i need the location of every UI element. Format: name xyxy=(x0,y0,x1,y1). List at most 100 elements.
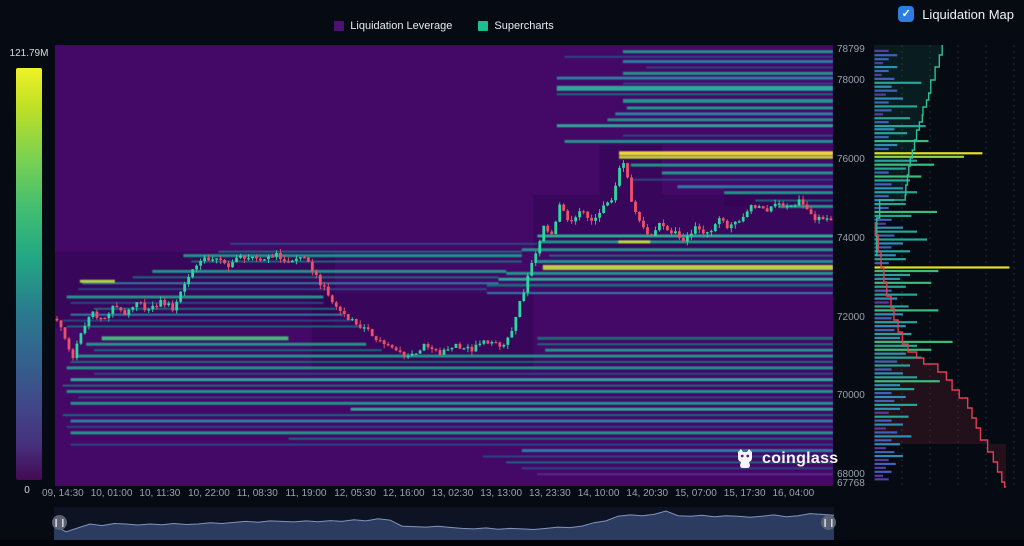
liquidation-bar xyxy=(874,470,892,473)
heat-band xyxy=(506,271,833,275)
price-tick-label: 78000 xyxy=(837,75,865,87)
bottom-strip xyxy=(0,540,1024,546)
liquidation-bar xyxy=(874,222,886,225)
heat-band xyxy=(542,264,833,270)
price-tick-label: 76000 xyxy=(837,154,865,166)
liquidation-bar xyxy=(874,301,889,304)
liquidation-bar xyxy=(874,234,895,237)
liquidation-bar xyxy=(874,411,889,414)
legend-item-supercharts[interactable]: Supercharts xyxy=(478,20,554,32)
heat-band xyxy=(537,234,833,238)
heat-band xyxy=(661,171,833,175)
heat-band xyxy=(86,342,367,346)
legend-swatch-purple xyxy=(334,21,345,31)
heat-band xyxy=(615,112,833,116)
heat-band xyxy=(622,60,833,64)
navigator-left-handle[interactable]: ❙❙ xyxy=(52,515,67,530)
liquidation-map-label: Liquidation Map xyxy=(922,6,1014,22)
heat-band xyxy=(70,378,833,382)
price-tick-label: 67768 xyxy=(837,478,865,490)
time-tick-label: 14, 10:00 xyxy=(577,488,620,499)
main-heatmap-chart[interactable] xyxy=(55,45,833,486)
time-tick-label: 10, 22:00 xyxy=(188,488,230,499)
liquidation-bars xyxy=(874,49,1010,481)
liquidation-bar xyxy=(874,384,901,387)
liquidation-bar xyxy=(874,238,928,241)
liquidation-bar xyxy=(874,439,892,442)
coinglass-owl-icon xyxy=(738,449,752,468)
checkbox-checked-icon[interactable]: ✓ xyxy=(898,6,915,22)
liquidation-bar xyxy=(874,54,898,57)
price-axis[interactable]: 78799 78000 76000 74000 72000 70000 68000 67768 xyxy=(837,44,873,490)
heat-band xyxy=(556,76,833,80)
navigator-area xyxy=(54,511,834,540)
colorbar-gradient xyxy=(16,68,42,480)
price-tick-label: 74000 xyxy=(837,232,865,244)
heat-band xyxy=(556,85,833,91)
heat-band xyxy=(93,307,336,310)
liquidation-map-toggle[interactable]: ✓ Liquidation Map xyxy=(898,6,1014,22)
chart-legend: Liquidation Leverage Supercharts xyxy=(55,20,833,32)
heat-band xyxy=(622,134,833,137)
liquidation-bar xyxy=(874,277,901,280)
heat-band xyxy=(521,449,833,453)
liquidation-bar xyxy=(874,423,903,426)
timeline-navigator[interactable]: ❙❙ ❙❙ xyxy=(52,507,836,540)
heat-band xyxy=(677,185,833,189)
liquidation-bar xyxy=(874,328,895,332)
liquidation-bar xyxy=(874,451,895,454)
heat-band xyxy=(78,396,833,399)
heat-band xyxy=(646,66,833,69)
colorbar-min-label: 0 xyxy=(24,485,30,496)
liquidation-bar xyxy=(874,325,906,328)
liquidation-map-panel[interactable] xyxy=(874,45,1019,489)
liquidation-bar xyxy=(874,250,910,253)
heat-band xyxy=(288,437,833,440)
liquidation-bar xyxy=(874,242,903,245)
liquidation-bar xyxy=(874,419,892,422)
heat-band xyxy=(93,372,833,375)
heat-band xyxy=(486,292,833,295)
liquidation-bar xyxy=(874,97,903,100)
liquidation-bar xyxy=(874,214,912,217)
time-tick-label: 10, 01:00 xyxy=(90,488,133,499)
price-tick-label: 70000 xyxy=(837,390,865,402)
heat-band xyxy=(78,354,833,358)
liquidation-bar xyxy=(874,454,903,458)
liquidation-bar xyxy=(874,388,915,391)
coinglass-watermark: coinglass xyxy=(735,448,839,470)
liquidation-bar xyxy=(874,285,906,288)
heat-band xyxy=(70,401,833,405)
time-tick-label: 16, 04:00 xyxy=(772,488,815,499)
time-axis[interactable]: 09, 14:30 10, 01:00 10, 11:30 10, 22:00 11, … xyxy=(0,488,860,502)
heat-band xyxy=(619,155,833,159)
price-tick-label: 72000 xyxy=(837,311,865,323)
liquidation-bar xyxy=(874,356,922,359)
liquidation-bar xyxy=(874,163,935,166)
navigator-right-handle[interactable]: ❙❙ xyxy=(821,515,836,530)
time-tick-label: 11, 08:30 xyxy=(236,488,278,499)
liquidation-bar xyxy=(874,143,898,147)
navigator-area-chart[interactable] xyxy=(54,507,834,540)
liquidation-bar xyxy=(874,136,889,139)
heat-band xyxy=(101,336,289,341)
time-tick-label: 15, 07:00 xyxy=(675,488,717,499)
liquidation-bar xyxy=(874,360,898,363)
liquidation-bar xyxy=(874,139,929,143)
liquidation-bar xyxy=(874,466,886,469)
heat-band xyxy=(66,366,833,370)
liquidation-bar xyxy=(874,195,889,198)
liquidation-bar xyxy=(874,210,937,214)
heat-band xyxy=(622,50,833,54)
legend-item-liquidation-leverage[interactable]: Liquidation Leverage xyxy=(334,20,452,32)
liquidation-bar xyxy=(874,281,932,284)
heat-band xyxy=(93,349,382,352)
liquidation-bar xyxy=(874,364,910,367)
liquidation-bar xyxy=(874,258,906,261)
liquidation-bar xyxy=(874,49,889,53)
liquidation-bar xyxy=(874,128,895,131)
liquidation-bar xyxy=(874,399,895,403)
liquidation-bar xyxy=(874,105,918,108)
liquidation-bar xyxy=(874,344,918,347)
liquidation-bar xyxy=(874,187,903,190)
